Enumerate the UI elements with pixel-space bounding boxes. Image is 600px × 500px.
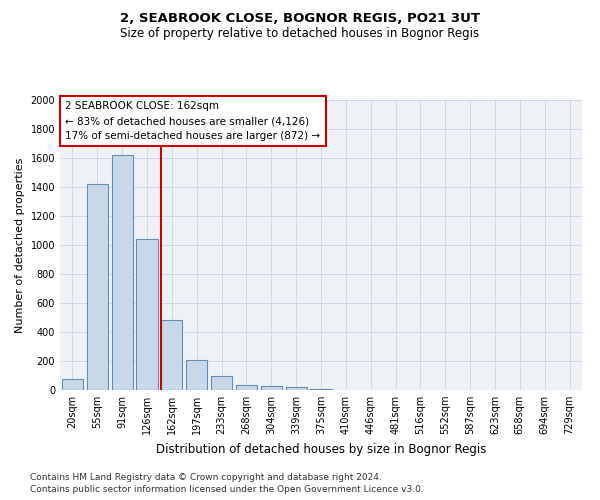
Text: Contains public sector information licensed under the Open Government Licence v3: Contains public sector information licen…: [30, 485, 424, 494]
Text: Distribution of detached houses by size in Bognor Regis: Distribution of detached houses by size …: [156, 442, 486, 456]
Bar: [136, 239, 158, 390]
Bar: [236, 385, 257, 390]
Text: Contains HM Land Registry data © Crown copyright and database right 2024.: Contains HM Land Registry data © Crown c…: [30, 472, 382, 482]
Bar: [286, 387, 307, 390]
Bar: [310, 388, 332, 390]
Y-axis label: Number of detached properties: Number of detached properties: [15, 158, 25, 332]
Bar: [62, 379, 83, 390]
Text: 2 SEABROOK CLOSE: 162sqm
← 83% of detached houses are smaller (4,126)
17% of sem: 2 SEABROOK CLOSE: 162sqm ← 83% of detach…: [65, 102, 320, 141]
Bar: [112, 155, 133, 390]
Bar: [161, 320, 182, 390]
Bar: [87, 184, 108, 390]
Text: Size of property relative to detached houses in Bognor Regis: Size of property relative to detached ho…: [121, 28, 479, 40]
Bar: [186, 360, 207, 390]
Text: 2, SEABROOK CLOSE, BOGNOR REGIS, PO21 3UT: 2, SEABROOK CLOSE, BOGNOR REGIS, PO21 3U…: [120, 12, 480, 26]
Bar: [211, 376, 232, 390]
Bar: [261, 386, 282, 390]
